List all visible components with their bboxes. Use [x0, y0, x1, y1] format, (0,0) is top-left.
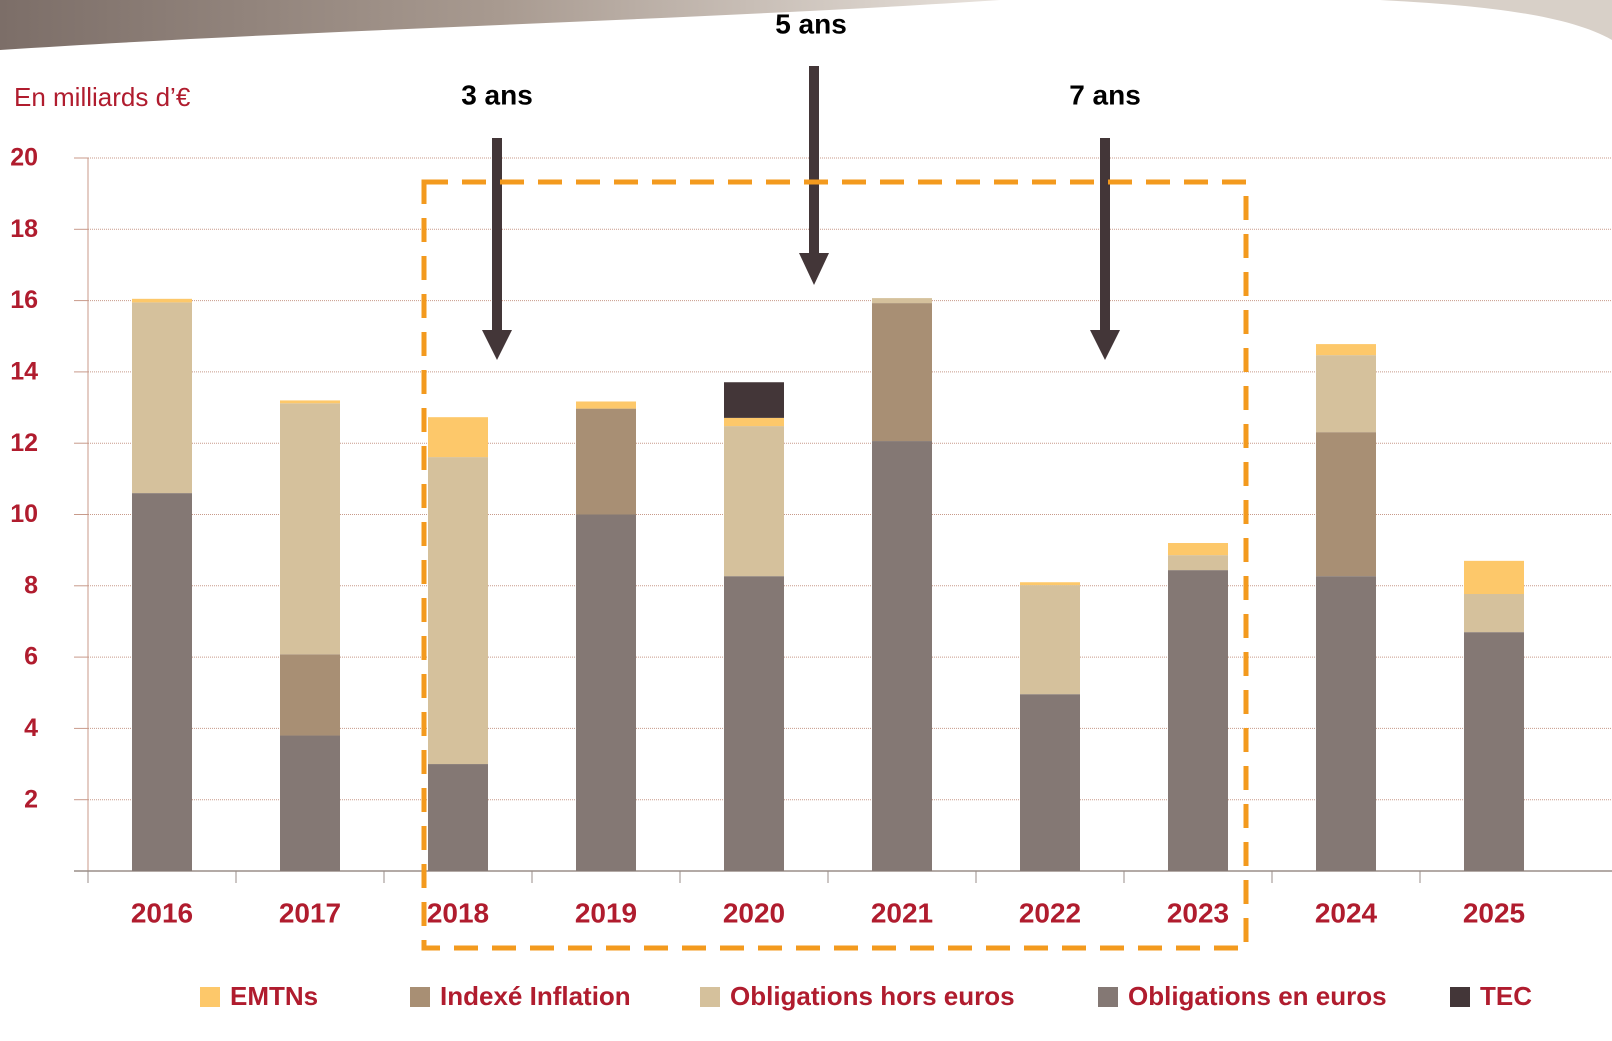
bar-segment	[724, 426, 784, 577]
legend-label: EMTNs	[230, 981, 318, 1011]
x-tick-label: 2025	[1463, 897, 1525, 928]
plot: 2 4 6 8 10 12 14 16 18 20 2016 2017 2018 2019 2020 2021…	[10, 144, 1612, 1011]
bar-segment	[1464, 560, 1524, 594]
bar-segment	[1168, 543, 1228, 556]
bar-segment	[280, 400, 340, 404]
unit-label: En milliards d’€	[14, 82, 191, 112]
y-tick-label: 20	[10, 144, 38, 172]
bar-segment	[428, 457, 488, 765]
x-tick-label: 2023	[1167, 897, 1229, 928]
highlight-box	[421, 179, 1249, 951]
bar-segment	[872, 303, 932, 442]
header-swoosh	[0, 0, 1000, 50]
bar-segment	[280, 403, 340, 655]
bar-segment	[132, 298, 192, 303]
legend-swatch	[1450, 987, 1470, 1007]
legend-label: Indexé Inflation	[440, 981, 631, 1011]
y-tick-label: 18	[10, 215, 38, 243]
arrow	[1090, 330, 1120, 360]
legend-swatch	[410, 987, 430, 1007]
legend-swatch	[1098, 987, 1118, 1007]
x-tick-label: 2020	[723, 897, 785, 928]
y-tick-label: 8	[24, 571, 38, 599]
bar-segment	[132, 302, 192, 494]
bar-segment	[1316, 344, 1376, 356]
bar-segment	[724, 576, 784, 871]
bar-segment	[280, 654, 340, 736]
arrow	[809, 66, 819, 256]
bar-segment	[1316, 576, 1376, 871]
bar-segment	[576, 408, 636, 515]
bar-segment	[1316, 355, 1376, 433]
bar-segment	[576, 514, 636, 871]
y-tick-label: 10	[10, 500, 38, 528]
arrow	[1100, 138, 1110, 333]
y-tick-label: 12	[10, 429, 38, 457]
x-tick-label: 2018	[427, 897, 489, 928]
bar-segment	[1020, 694, 1080, 871]
bar-segment	[1020, 585, 1080, 695]
bar-segment	[1464, 632, 1524, 871]
y-tick-label: 2	[24, 785, 38, 813]
bar-segment	[1020, 582, 1080, 586]
bar-segment	[1168, 570, 1228, 871]
bar-segment	[1168, 555, 1228, 571]
arrows	[482, 66, 1120, 360]
y-tick-label: 16	[10, 286, 38, 314]
header-swoosh	[1380, 0, 1612, 40]
arrow	[799, 253, 829, 285]
annotation: 7 ans	[1069, 79, 1141, 110]
x-tick-label: 2021	[871, 897, 933, 928]
legend-label: Obligations en euros	[1128, 981, 1387, 1011]
bar-segment	[724, 417, 784, 427]
x-tick-label: 2024	[1315, 897, 1378, 928]
annotation: 3 ans	[461, 79, 533, 110]
y-tick-label: 14	[10, 358, 38, 386]
legend-label: Obligations hors euros	[730, 981, 1015, 1011]
y-tick-label: 4	[24, 714, 38, 742]
bar-segment	[428, 764, 488, 871]
y-tick-label: 6	[24, 643, 38, 671]
x-tick-label: 2019	[575, 897, 637, 928]
legend-swatch	[700, 987, 720, 1007]
bar-segment	[280, 735, 340, 871]
bar-segment	[1464, 593, 1524, 633]
bar-segment	[1316, 432, 1376, 577]
arrow	[492, 138, 502, 333]
x-tick-label: 2022	[1019, 897, 1081, 928]
legend-swatch	[200, 987, 220, 1007]
bar-segment	[428, 417, 488, 458]
bar-segment	[724, 382, 784, 418]
bar-segment	[872, 298, 932, 304]
bar-segment	[132, 493, 192, 871]
annotation: 5 ans	[775, 8, 847, 39]
x-tick-label: 2017	[279, 897, 341, 928]
legend-label: TEC	[1480, 981, 1532, 1011]
x-tick-label: 2016	[131, 897, 193, 928]
bar-segment	[576, 401, 636, 409]
bar-segment	[872, 441, 932, 871]
arrow	[482, 330, 512, 360]
